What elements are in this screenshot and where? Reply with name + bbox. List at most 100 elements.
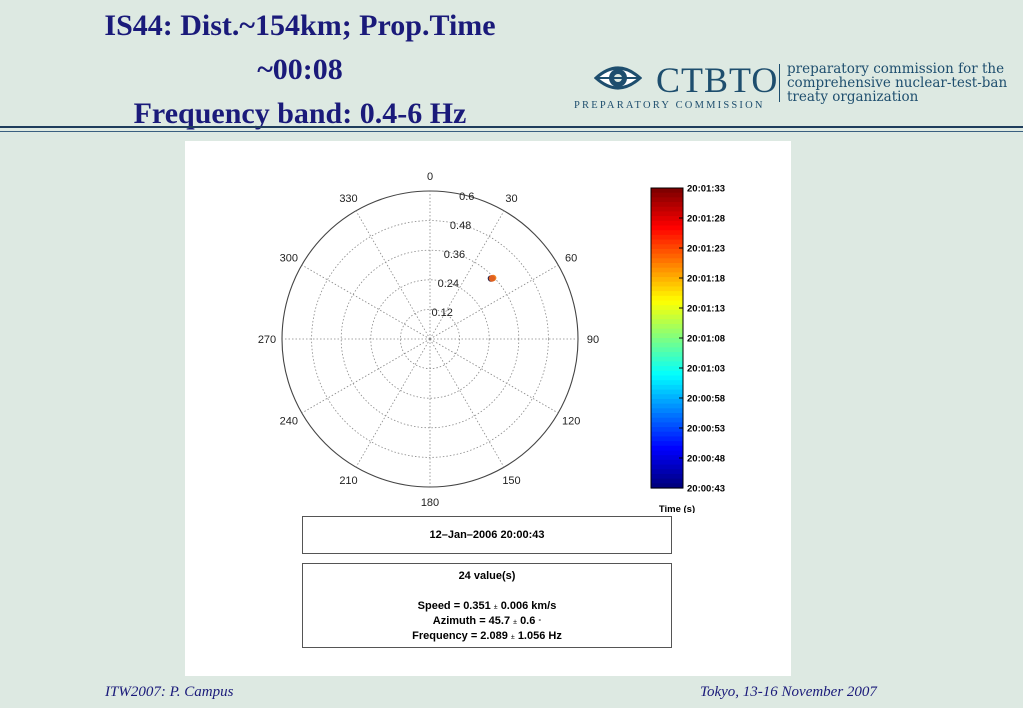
- colorbar-segment: [651, 366, 683, 372]
- polar-ring: [399, 308, 460, 369]
- date-box: 12–Jan–2006 20:00:43: [302, 516, 672, 554]
- colorbar-segment: [651, 234, 683, 241]
- colorbar-segment: [651, 323, 683, 330]
- colorbar-segment: [651, 370, 683, 377]
- colorbar-segment: [651, 431, 683, 438]
- angle-tick-label: 120: [562, 416, 580, 428]
- data-point: [488, 275, 496, 282]
- azimuth-unit: °: [538, 619, 542, 626]
- colorbar-segment: [651, 286, 683, 292]
- colorbar-segment: [651, 248, 683, 255]
- colorbar-segment: [651, 417, 683, 423]
- colorbar-segment: [651, 206, 683, 213]
- colorbar-segment: [651, 305, 683, 311]
- colorbar-segment: [651, 211, 683, 217]
- title-line-1: IS44: Dist.~154km; Prop.Time: [104, 9, 496, 42]
- angle-tick-label: 90: [587, 334, 599, 346]
- logo-tagline-line-3: treaty organization: [787, 89, 919, 105]
- frequency-value: 1.056 Hz: [517, 630, 562, 642]
- colorbar-label: Time (s): [659, 504, 695, 513]
- speed-pm: ±: [493, 604, 498, 611]
- polar-ring: [311, 220, 549, 458]
- colorbar-tick-label: 20:00:58: [687, 394, 725, 405]
- colorbar-tick-label: 20:01:23: [687, 244, 725, 255]
- colorbar-segment: [651, 342, 683, 348]
- frequency-label: Frequency = 2.089: [412, 630, 508, 642]
- speed-label: Speed = 0.351: [417, 600, 491, 612]
- colorbar-segment: [651, 464, 683, 470]
- polar-spoke: [429, 338, 559, 414]
- logo-tagline: preparatory commission for the comprehen…: [787, 62, 1007, 104]
- slide-title: IS44: Dist.~154km; Prop.Time ~00:08 Freq…: [30, 4, 570, 136]
- colorbar-segment: [651, 347, 683, 353]
- eye-logo-icon: [594, 66, 642, 90]
- colorbar-tick-label: 20:01:18: [687, 274, 725, 285]
- colorbar-segment: [651, 314, 683, 320]
- colorbar-segment: [651, 300, 683, 306]
- polar-spoke: [429, 264, 559, 340]
- colorbar-tick-label: 20:00:48: [687, 454, 725, 465]
- colorbar-segment: [651, 455, 683, 461]
- colorbar-segment: [651, 403, 683, 409]
- colorbar-segment: [651, 380, 683, 386]
- azimuth-label: Azimuth = 45.7: [432, 615, 511, 627]
- colorbar-segment: [651, 328, 683, 334]
- polar-spoke: [355, 338, 431, 468]
- colorbar-segment: [651, 361, 683, 367]
- colorbar-segment: [651, 277, 683, 283]
- colorbar-segment: [651, 281, 683, 288]
- colorbar-tick-label: 20:01:08: [687, 334, 725, 345]
- colorbar-tick-label: 20:01:13: [687, 304, 725, 315]
- colorbar-segment: [651, 389, 683, 395]
- colorbar-segment: [651, 352, 683, 358]
- colorbar-segment: [651, 422, 683, 428]
- radial-tick-label: 0.24: [438, 278, 459, 290]
- header-rule: [0, 126, 1023, 128]
- colorbar-tick-label: 20:00:53: [687, 424, 725, 435]
- colorbar-segment: [651, 473, 683, 480]
- count-text: 24 value(s): [458, 570, 516, 582]
- ctbto-logo: CTBTO PREPARATORY COMMISSION preparatory…: [572, 56, 1012, 116]
- colorbar-segment: [651, 291, 683, 297]
- colorbar-segment: [651, 267, 683, 273]
- footer-author: ITW2007: P. Campus: [105, 684, 234, 700]
- azimuth-pm: ±: [513, 619, 517, 626]
- angle-tick-label: 330: [339, 193, 357, 205]
- polar-spoke: [429, 338, 505, 468]
- polar-chart: 0 30 60 90 120 150 180 210 240 270 300 330 0.12 0.24 0…: [258, 171, 725, 513]
- angle-tick-label: 240: [280, 416, 298, 428]
- colorbar-segment: [651, 394, 683, 400]
- colorbar-segment: [651, 253, 683, 259]
- angle-tick-label: 270: [258, 334, 276, 346]
- colorbar-segment: [651, 459, 683, 466]
- colorbar-tick-label: 20:01:28: [687, 214, 725, 225]
- colorbar-segment: [651, 483, 683, 489]
- angle-tick-label: 180: [421, 497, 439, 509]
- colorbar-segment: [651, 295, 683, 302]
- title-line-3: Frequency band: 0.4-6 Hz: [133, 97, 467, 130]
- colorbar-tick-label: 20:01:33: [687, 184, 725, 195]
- colorbar-segment: [651, 333, 683, 339]
- colorbar-segment: [651, 450, 683, 456]
- colorbar-segment: [651, 427, 683, 433]
- footer-location: Tokyo, 13-16 November 2007: [700, 684, 877, 700]
- title-line-2: ~00:08: [257, 53, 343, 86]
- logo-tagline-line-1: preparatory commission for the: [787, 61, 1005, 77]
- colorbar-segment: [651, 225, 683, 231]
- angle-tick-label: 300: [280, 253, 298, 265]
- figure-panel: 0 30 60 90 120 150 180 210 240 270 300 330 0.12 0.24 0…: [185, 141, 791, 676]
- colorbar-segment: [651, 338, 683, 344]
- colorbar-segment: [651, 197, 683, 203]
- logo-tagline-line-2: comprehensive nuclear-test-ban: [787, 75, 1008, 91]
- colorbar-tick-label: 20:01:03: [687, 364, 725, 375]
- speed-value: 0.006 km/s: [500, 600, 557, 612]
- angle-tick-label: 210: [339, 475, 357, 487]
- colorbar-segment: [651, 478, 683, 484]
- radial-tick-label: 0.6: [459, 191, 474, 203]
- colorbar-segment: [651, 445, 683, 452]
- colorbar-segment: [651, 272, 683, 278]
- colorbar-segment: [651, 220, 683, 227]
- frequency-pm: ±: [510, 634, 515, 641]
- colorbar-segment: [651, 202, 683, 208]
- azimuth-line: Azimuth = 45.7 ± 0.6 °: [303, 615, 671, 627]
